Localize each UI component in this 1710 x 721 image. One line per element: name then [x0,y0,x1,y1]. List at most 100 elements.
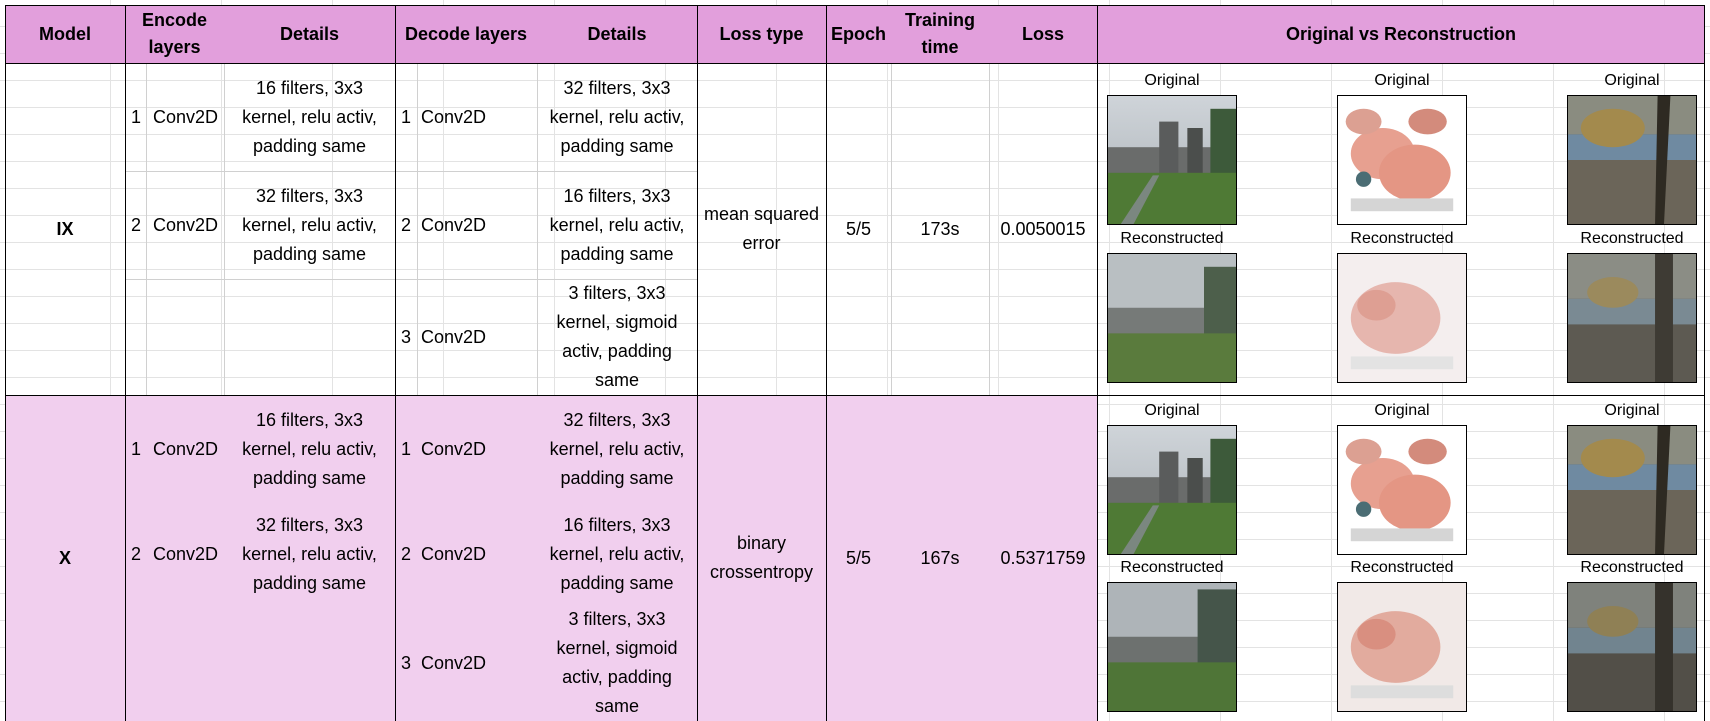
decode-index-text: 1 [400,438,411,459]
encode-details-text: 16 filters, 3x3 kernel, relu activ, padd… [242,409,377,488]
encode-index: 2 [125,500,147,608]
header-training-time: Training time [891,5,989,63]
decode-layer-text: Conv2D [421,326,487,347]
model-name-x-text: X [58,547,71,568]
decode-index-text: 3 [400,652,411,673]
reconstructed-label: Reconstructed [1350,559,1454,576]
original-image-castle [1107,425,1237,555]
loss-type-x: binary crossentropy [697,395,826,721]
original-image-pink-toy [1337,425,1467,555]
encode-details: 32 filters, 3x3 kernel, relu activ, padd… [224,500,395,608]
decode-details-text: 32 filters, 3x3 kernel, relu activ, padd… [549,409,685,488]
training-time-ix: 173s [891,63,989,395]
encode-details: 32 filters, 3x3 kernel, relu activ, padd… [224,171,395,279]
loss-type-x-text: binary crossentropy [709,533,814,582]
border-line [697,5,698,721]
decode-index-text: 2 [400,543,411,564]
decode-index: 1 [395,395,417,503]
decode-layer-text: Conv2D [421,652,487,673]
decode-index-text: 1 [400,106,411,127]
header-details: Details [224,5,395,63]
encode-layer-text: Conv2D [152,543,219,564]
gridline [146,63,147,395]
decode-index: 3 [395,605,417,721]
reconstructed-label: Reconstructed [1120,559,1224,576]
encode-index: 1 [125,395,147,503]
border-line [395,5,396,721]
border-line [5,5,6,721]
decode-layer: Conv2D [417,395,537,503]
decode-layer: Conv2D [417,605,537,721]
decode-index: 2 [395,500,417,608]
reconstructed-image-pink-toy [1337,582,1467,712]
reconstructed-label: Reconstructed [1120,230,1224,247]
encode-details: 16 filters, 3x3 kernel, relu activ, padd… [224,395,395,503]
border-line [5,5,1705,6]
model-name-ix: IX [5,63,125,395]
border-line [1704,5,1705,721]
border-line [125,5,126,721]
decode-layer-text: Conv2D [421,106,487,127]
epoch-x: 5/5 [826,395,891,721]
encode-layer: Conv2D [147,171,224,279]
header-decode-layers-text: Decode layers [404,23,528,44]
header-model: Model [5,5,125,63]
decode-details-text: 3 filters, 3x3 kernel, sigmoid activ, pa… [556,609,678,716]
header-training-time-text: Training time [904,10,975,57]
original-image-tree-lake [1567,95,1697,225]
epoch-ix: 5/5 [826,63,891,395]
epoch-ix-text: 5/5 [845,218,872,239]
decode-index: 3 [395,279,417,395]
encode-index-text: 1 [130,438,141,459]
header-details-2: Details [537,5,697,63]
original-image-tree-lake [1567,425,1697,555]
decode-layer: Conv2D [417,279,537,395]
epoch-x-text: 5/5 [845,547,872,568]
encode-index-text: 1 [130,106,141,127]
header-epoch-text: Epoch [830,23,886,44]
decode-details: 3 filters, 3x3 kernel, sigmoid activ, pa… [537,279,697,395]
decode-details: 32 filters, 3x3 kernel, relu activ, padd… [537,395,697,503]
gridline [224,63,225,395]
border-line [5,63,1705,64]
decode-layer-text: Conv2D [421,438,487,459]
encode-layer-text: Conv2D [152,214,219,235]
decode-details-text: 16 filters, 3x3 kernel, relu activ, padd… [549,185,685,264]
original-label: Original [1374,72,1430,89]
original-label: Original [1144,72,1200,89]
original-label: Original [1374,402,1430,419]
decode-details: 32 filters, 3x3 kernel, relu activ, padd… [537,63,697,171]
reconstructed-image-pink-toy [1337,253,1467,383]
model-name-x: X [5,395,125,721]
reconstructed-label: Reconstructed [1350,230,1454,247]
gridline [395,171,697,172]
decode-layer: Conv2D [417,63,537,171]
header-model-text: Model [39,23,91,44]
decode-details: 16 filters, 3x3 kernel, relu activ, padd… [537,171,697,279]
encode-details-text: 32 filters, 3x3 kernel, relu activ, padd… [242,185,377,264]
border-line [826,5,827,721]
decode-index: 2 [395,171,417,279]
header-encode-layers-text: Encode layers [141,10,207,57]
decode-details-text: 16 filters, 3x3 kernel, relu activ, padd… [549,514,685,593]
decode-details-text: 32 filters, 3x3 kernel, relu activ, padd… [549,77,685,156]
decode-layer-text: Conv2D [421,214,487,235]
reconstructed-label: Reconstructed [1580,559,1684,576]
loss-x: 0.5371759 [989,395,1097,721]
reconstructed-image-castle [1107,253,1237,383]
loss-ix-text: 0.0050015 [1000,218,1086,239]
original-label: Original [1604,72,1660,89]
gridline [395,279,697,280]
decode-details: 3 filters, 3x3 kernel, sigmoid activ, pa… [537,605,697,721]
training-time-x: 167s [891,395,989,721]
reconstructed-label: Reconstructed [1580,230,1684,247]
border-line [1097,5,1098,721]
header-details-text: Details [279,23,340,44]
training-time-x-text: 167s [920,547,960,568]
gridline [417,63,418,395]
encode-index-text: 2 [130,543,141,564]
header-orig-vs-recon-text: Original vs Reconstruction [1285,23,1517,44]
gridline [125,171,395,172]
reconstructed-image-castle [1107,582,1237,712]
original-image-pink-toy [1337,95,1467,225]
